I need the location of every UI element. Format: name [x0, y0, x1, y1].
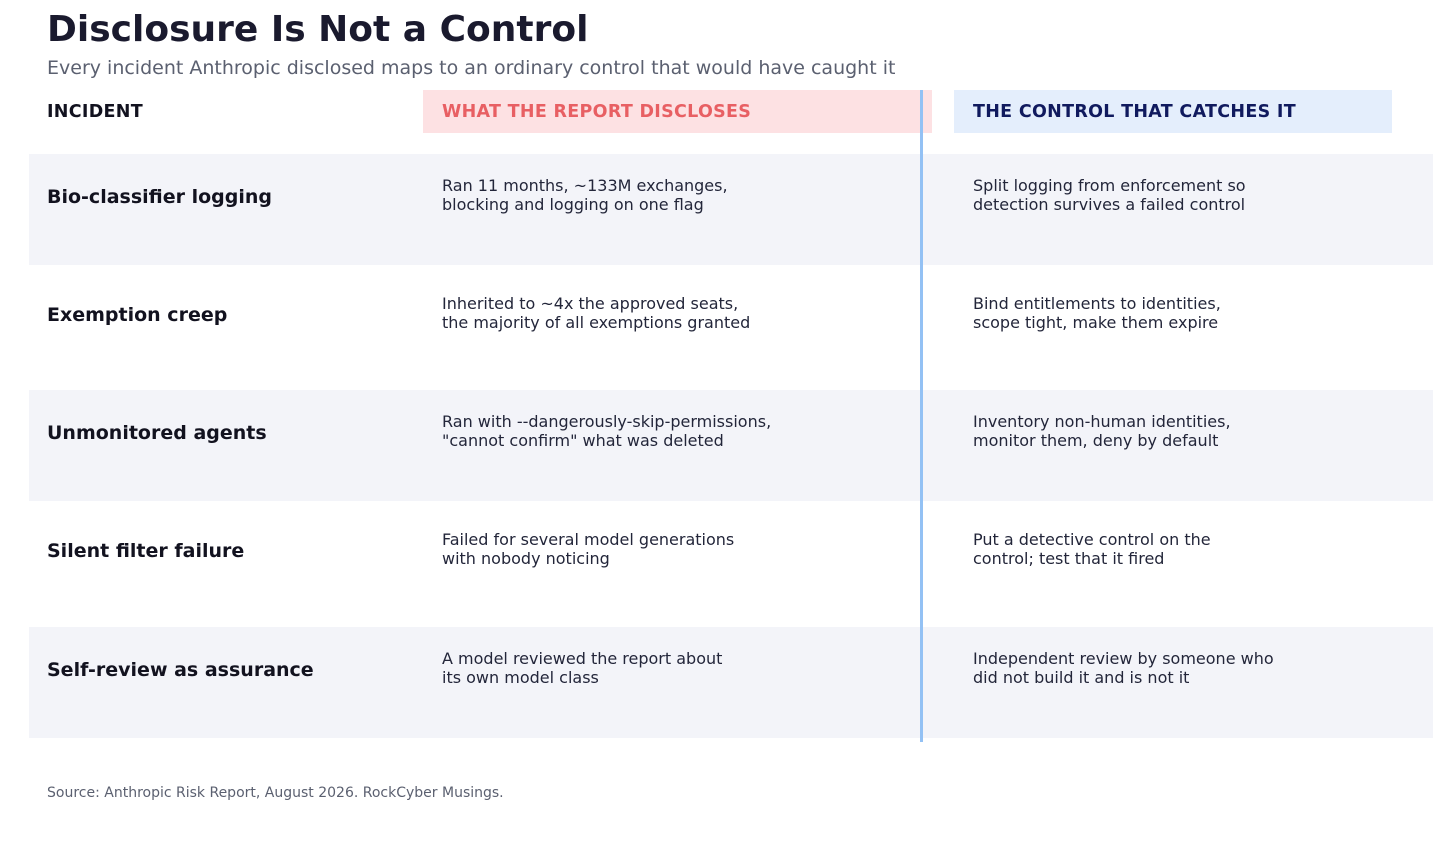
incident-name: Exemption creep	[47, 304, 228, 326]
source-note: Source: Anthropic Risk Report, August 20…	[47, 785, 504, 801]
incident-name: Silent filter failure	[47, 540, 245, 562]
disclosure-text: Failed for several model generations wit…	[442, 530, 735, 568]
disclosure-text: Inherited to ~4x the approved seats, the…	[442, 294, 751, 332]
column-header-disclose: WHAT THE REPORT DISCLOSES	[423, 90, 932, 133]
control-text: Independent review by someone who did no…	[973, 649, 1274, 687]
incident-name: Self-review as assurance	[47, 659, 314, 681]
column-header-incident: INCIDENT	[47, 101, 143, 122]
table-row: Self-review as assurance A model reviewe…	[29, 627, 1433, 738]
control-text: Put a detective control on the control; …	[973, 530, 1211, 568]
control-text: Inventory non-human identities, monitor …	[973, 412, 1231, 450]
table-row: Bio-classifier logging Ran 11 months, ~1…	[29, 154, 1433, 265]
control-text: Split logging from enforcement so detect…	[973, 176, 1246, 214]
disclosure-text: Ran with --dangerously-skip-permissions,…	[442, 412, 772, 450]
table-row: Silent filter failure Failed for several…	[29, 508, 1433, 619]
incident-name: Unmonitored agents	[47, 422, 267, 444]
page-subtitle: Every incident Anthropic disclosed maps …	[47, 57, 896, 79]
column-header-control-label: THE CONTROL THAT CATCHES IT	[973, 101, 1296, 122]
disclosure-text: A model reviewed the report about its ow…	[442, 649, 723, 687]
disclosure-text: Ran 11 months, ~133M exchanges, blocking…	[442, 176, 728, 214]
table-row: Unmonitored agents Ran with --dangerousl…	[29, 390, 1433, 501]
column-header-disclose-label: WHAT THE REPORT DISCLOSES	[442, 101, 752, 122]
control-text: Bind entitlements to identities, scope t…	[973, 294, 1221, 332]
page-title: Disclosure Is Not a Control	[47, 9, 589, 50]
table-row: Exemption creep Inherited to ~4x the app…	[29, 272, 1433, 383]
column-divider	[920, 90, 923, 742]
column-header-control: THE CONTROL THAT CATCHES IT	[954, 90, 1392, 133]
incident-name: Bio-classifier logging	[47, 186, 273, 208]
